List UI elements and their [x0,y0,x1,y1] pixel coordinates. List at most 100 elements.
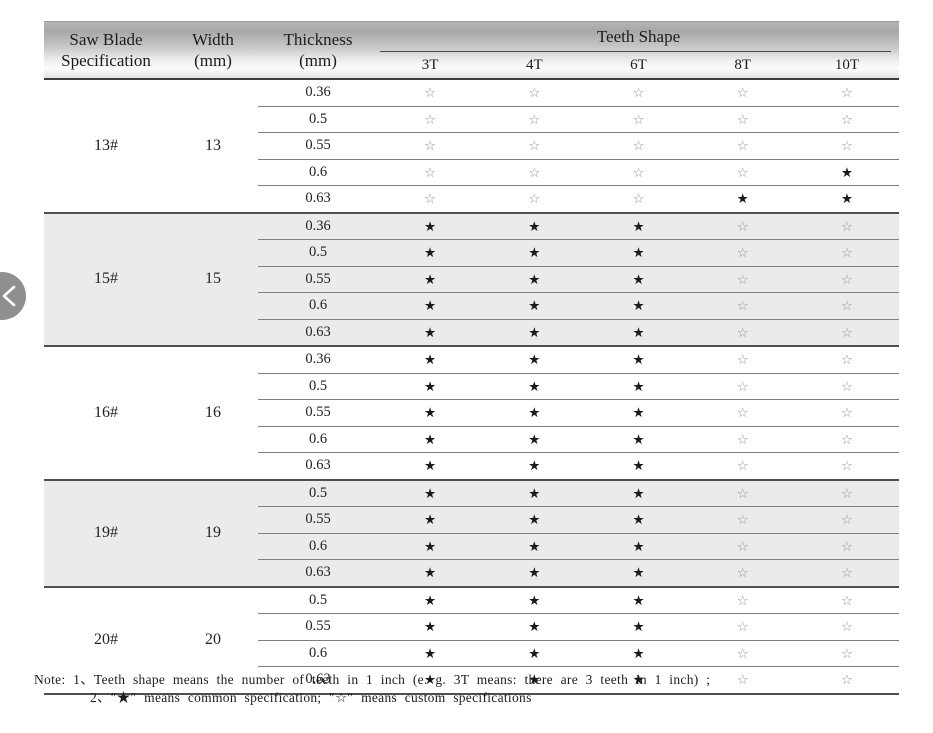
teeth-cell: ☆ [482,186,586,212]
teeth-cell: ★ [586,320,690,346]
hollow-star-icon: ☆ [736,111,749,127]
teeth-cell: ★ [586,507,690,533]
thickness-cell: 0.6 [308,163,328,180]
teeth-cell: ☆ [795,667,899,693]
hollow-star-icon: ☆ [424,191,437,206]
thickness-cell: 0.5 [308,591,328,608]
teeth-cell: ★ [482,320,586,346]
teeth-cell: ☆ [586,80,690,106]
table-row: 0.55 ☆ ☆ ☆ ☆ ☆ [258,132,899,159]
header-thickness: Thickness (mm) [258,22,378,78]
filled-star-icon: ★ [632,512,645,527]
spec-cell: 15# [94,270,118,288]
filled-star-icon: ★ [424,271,437,287]
teeth-cell: ★ [586,534,690,560]
teeth-cell: ☆ [795,107,899,133]
teeth-cell: ☆ [795,453,899,479]
teeth-cell: ☆ [691,160,795,186]
teeth-cell: ★ [378,667,482,693]
header-teeth-col-6t: 6T [630,56,647,73]
hollow-star-icon: ☆ [840,565,853,580]
teeth-cell: ★ [586,240,690,266]
teeth-columns: 3T 4T 6T 8T 10T [378,52,899,78]
teeth-cell: ★ [586,347,690,373]
teeth-cell: ★ [378,374,482,400]
table-group-15: 15# 15 0.36 ★ ★ ★ ☆ ☆ 0.5 ★ ★ ★ ☆ ☆ 0.55 ★ ★ ★ ☆ ☆ 0.6 ★ ★ ★ ☆ ☆ 0… [44,213,899,347]
thickness-cell: 0.36 [305,351,331,368]
teeth-cell: ☆ [482,160,586,186]
teeth-cell: ☆ [691,240,795,266]
filled-star-icon: ★ [632,378,645,394]
filled-star-icon: ★ [632,592,645,608]
group-rows: 0.36 ★ ★ ★ ☆ ☆ 0.5 ★ ★ ★ ☆ ☆ 0.55 ★ ★ ★ ☆ ☆ 0.6 ★ ★ ★ ☆ ☆ 0.63 ★ ★… [258,347,899,479]
hollow-star-icon: ☆ [840,298,853,313]
hollow-star-icon: ☆ [736,298,749,313]
filled-star-icon: ★ [632,298,645,313]
table-row: 0.63 ★ ★ ★ ☆ ☆ [258,559,899,586]
filled-star-icon: ★ [632,245,645,260]
thickness-cell: 0.5 [308,244,328,261]
teeth-cell: ★ [378,507,482,533]
table-row: 0.63 ★ ★ ★ ☆ ☆ [258,452,899,479]
teeth-cell: ☆ [586,160,690,186]
table-header: Saw Blade Specification Width (mm) Thick… [44,21,899,80]
teeth-cell: ☆ [691,534,795,560]
header-spec-line2: Specification [61,51,151,70]
hollow-star-icon: ☆ [632,111,645,127]
filled-star-icon: ★ [528,512,541,527]
hollow-star-icon: ☆ [632,85,645,100]
teeth-cell: ☆ [795,560,899,586]
filled-star-icon: ★ [528,431,541,447]
teeth-cell: ★ [378,320,482,346]
teeth-cell: ★ [482,560,586,586]
teeth-cell: ☆ [691,347,795,373]
teeth-cell: ★ [378,614,482,640]
carousel-prev-button[interactable] [0,272,26,320]
teeth-cell: ★ [378,641,482,667]
table-row: 0.36 ☆ ☆ ☆ ☆ ☆ [258,80,899,106]
teeth-cell: ☆ [586,107,690,133]
hollow-star-icon: ☆ [736,352,749,367]
filled-star-icon: ★ [632,458,645,473]
saw-blade-spec-table: Saw Blade Specification Width (mm) Thick… [44,21,899,695]
width-cell: 20 [205,631,221,648]
hollow-star-icon: ☆ [736,138,749,153]
header-width-line1: Width [192,29,234,49]
filled-star-icon: ★ [632,645,645,661]
filled-star-icon: ★ [840,191,853,206]
teeth-cell: ☆ [795,80,899,106]
filled-star-icon: ★ [528,405,541,420]
filled-star-icon: ★ [528,218,541,234]
table-row: 0.55 ★ ★ ★ ☆ ☆ [258,399,899,426]
teeth-cell: ☆ [795,507,899,533]
thickness-cell: 0.6 [308,297,328,314]
teeth-cell: ☆ [586,133,690,159]
filled-star-icon: ★ [528,565,541,580]
thickness-cell: 0.63 [305,323,331,340]
teeth-cell: ★ [586,400,690,426]
teeth-cell: ☆ [378,107,482,133]
filled-star-icon: ★ [528,271,541,287]
hollow-star-icon: ☆ [528,111,541,127]
teeth-cell: ★ [482,588,586,614]
table-row: 0.6 ★ ★ ★ ☆ ☆ [258,639,899,667]
filled-star-icon: ★ [424,298,437,313]
thickness-cell: 0.55 [305,137,331,154]
filled-star-icon: ★ [424,538,437,554]
hollow-star-icon: ☆ [528,191,541,206]
teeth-cell: ★ [586,588,690,614]
teeth-cell: ★ [482,641,586,667]
teeth-cell: ★ [795,186,899,212]
width-cell: 19 [205,524,221,541]
hollow-star-icon: ☆ [424,85,437,100]
teeth-cell: ★ [482,267,586,293]
teeth-cell: ★ [482,507,586,533]
thickness-cell: 0.63 [305,457,331,474]
header-width: Width (mm) [168,22,258,78]
filled-star-icon: ★ [528,485,541,501]
filled-star-icon: ★ [632,271,645,287]
teeth-cell: ★ [378,427,482,453]
teeth-cell: ★ [482,374,586,400]
hollow-star-icon: ☆ [840,324,853,340]
header-saw-blade-specification: Saw Blade Specification [44,22,168,78]
